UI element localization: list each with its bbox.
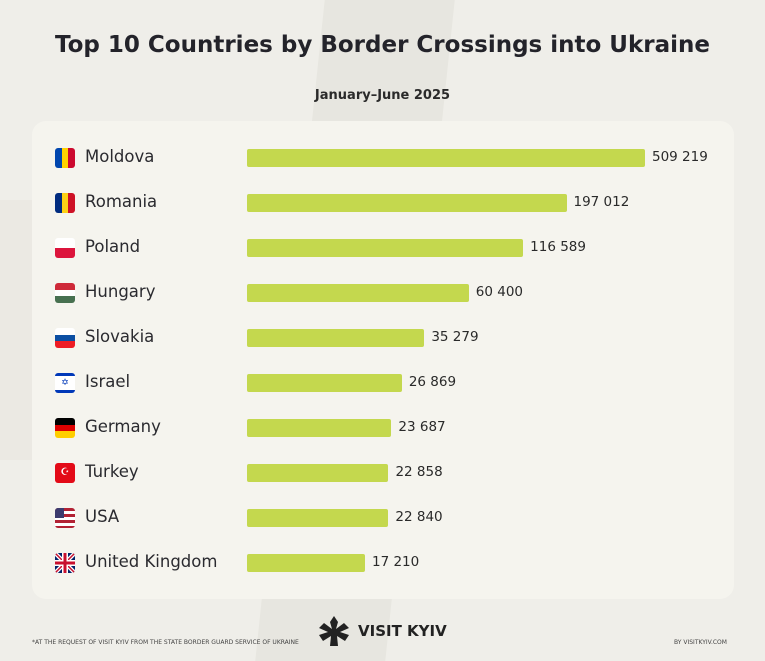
usa-flag-icon	[55, 508, 75, 528]
bar	[247, 149, 645, 167]
visit-kyiv-logo: VISIT KYIV	[318, 615, 447, 647]
category-label: Israel	[85, 372, 131, 391]
category-label: Germany	[85, 417, 161, 436]
romania-flag-icon	[55, 193, 75, 213]
bar	[247, 509, 389, 527]
bar-row-slovakia: Slovakia 35 279	[32, 324, 734, 352]
chart-title: Top 10 Countries by Border Crossings int…	[55, 32, 710, 58]
moldova-flag-icon	[55, 148, 75, 168]
bar-row-turkey: ☪ Turkey 22 858	[32, 459, 734, 487]
category-label: Poland	[85, 237, 141, 256]
footnote: *AT THE REQUEST OF VISIT KYIV FROM THE S…	[32, 639, 299, 646]
bar	[247, 284, 469, 302]
bar	[247, 374, 402, 392]
bar	[247, 464, 389, 482]
data-label: 35 279	[431, 329, 479, 345]
bar	[247, 329, 425, 347]
category-label: Turkey	[85, 462, 139, 481]
bar	[247, 419, 392, 437]
uk-flag-icon	[55, 553, 75, 573]
bar-row-hungary: Hungary 60 400	[32, 279, 734, 307]
data-label: 197 012	[573, 194, 630, 210]
bar-row-germany: Germany 23 687	[32, 414, 734, 442]
category-label: USA	[85, 507, 120, 526]
data-label: 17 210	[372, 554, 420, 570]
germany-flag-icon	[55, 418, 75, 438]
bar-row-moldova: Moldova 509 219	[32, 144, 734, 172]
bar-row-israel: ✡ Israel 26 869	[32, 369, 734, 397]
data-label: 22 840	[395, 509, 443, 525]
data-label: 23 687	[398, 419, 446, 435]
bar	[247, 194, 567, 212]
bar-row-poland: Poland 116 589	[32, 234, 734, 262]
poland-flag-icon	[55, 238, 75, 258]
turkey-flag-icon: ☪	[55, 463, 75, 483]
category-label: Moldova	[85, 147, 155, 166]
category-label: Romania	[85, 192, 158, 211]
chestnut-leaf-icon	[319, 616, 349, 646]
israel-flag-icon: ✡	[55, 373, 75, 393]
data-label: 26 869	[408, 374, 457, 390]
data-label: 509 219	[652, 149, 708, 165]
category-label: Slovakia	[85, 327, 155, 346]
category-label: United Kingdom	[85, 552, 218, 571]
category-label: Hungary	[85, 282, 156, 301]
bar-row-usa: USA 22 840	[32, 504, 734, 532]
bar	[247, 239, 524, 257]
logo-text: VISIT KYIV	[358, 622, 447, 640]
data-label: 22 858	[395, 464, 443, 480]
chart-subtitle: January–June 2025	[314, 88, 451, 103]
bar-row-romania: Romania 197 012	[32, 189, 734, 217]
slovakia-flag-icon	[55, 328, 75, 348]
hungary-flag-icon	[55, 283, 75, 303]
credit: BY VISITKYIV.COM	[674, 639, 727, 646]
bar-row-united-kingdom: United Kingdom 17 210	[32, 549, 734, 577]
chart-card: Moldova 509 219 Romania 197 012 Poland 1…	[32, 121, 734, 599]
data-label: 60 400	[475, 284, 524, 300]
bar	[247, 554, 365, 572]
data-label: 116 589	[530, 239, 586, 255]
